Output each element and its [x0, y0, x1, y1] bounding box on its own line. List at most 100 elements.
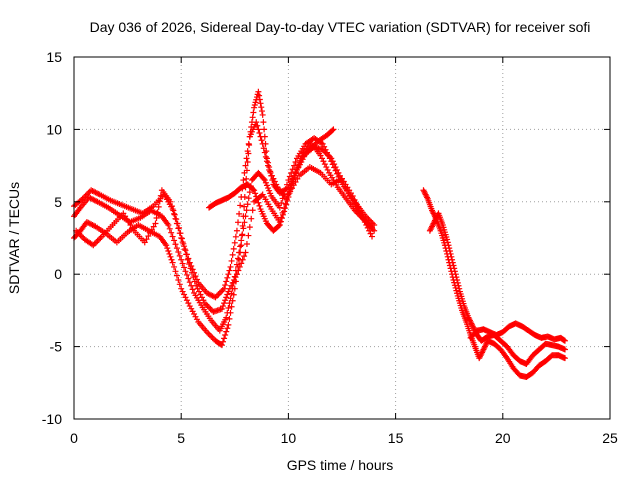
data-point-marker	[175, 276, 182, 283]
data-point-marker	[318, 155, 325, 162]
data-point-marker	[198, 294, 205, 301]
data-point-marker	[183, 271, 190, 278]
data-point-marker	[224, 274, 231, 281]
data-point-marker	[289, 178, 296, 185]
data-point-marker	[223, 294, 230, 301]
data-point-marker	[181, 246, 188, 253]
data-point-marker	[261, 126, 268, 133]
data-point-marker	[178, 285, 185, 292]
data-series	[206, 126, 337, 234]
data-point-marker	[258, 104, 265, 111]
data-point-marker	[255, 199, 262, 206]
data-point-marker	[236, 210, 243, 217]
y-tick-label: -5	[50, 339, 63, 355]
data-point-marker	[331, 164, 338, 171]
data-point-marker	[240, 177, 247, 184]
data-point-marker	[242, 249, 249, 256]
data-point-marker	[176, 252, 183, 259]
data-point-marker	[197, 291, 204, 298]
data-point-marker	[186, 261, 193, 268]
data-point-marker	[181, 291, 188, 298]
data-point-marker	[284, 197, 291, 204]
data-point-marker	[238, 193, 245, 200]
data-point-marker	[252, 190, 259, 197]
data-point-marker	[227, 295, 234, 302]
data-point-marker	[157, 192, 164, 199]
data-point-marker	[252, 99, 259, 106]
data-point-marker	[168, 256, 175, 263]
x-tick-label: 0	[70, 430, 78, 446]
data-point-marker	[243, 207, 250, 214]
data-series	[467, 320, 568, 344]
data-point-marker	[332, 167, 339, 174]
data-point-marker	[236, 249, 243, 256]
y-tick-label: -10	[42, 411, 62, 427]
data-point-marker	[226, 315, 233, 322]
data-point-marker	[448, 253, 455, 260]
data-point-marker	[170, 207, 177, 214]
data-point-marker	[236, 263, 243, 270]
data-point-marker	[333, 170, 340, 177]
data-point-marker	[244, 158, 251, 165]
data-point-marker	[454, 276, 461, 283]
data-point-marker	[561, 355, 568, 362]
data-point-marker	[255, 126, 262, 133]
data-point-marker	[179, 260, 186, 267]
data-point-marker	[239, 231, 246, 238]
data-point-marker	[187, 265, 194, 272]
data-point-marker	[222, 332, 229, 339]
data-point-marker	[241, 203, 248, 210]
data-point-marker	[165, 248, 172, 255]
data-point-marker	[449, 259, 456, 266]
x-tick-label: 20	[495, 430, 511, 446]
data-point-marker	[188, 282, 195, 289]
data-point-marker	[254, 122, 261, 129]
data-point-marker	[267, 190, 274, 197]
data-point-marker	[265, 162, 272, 169]
data-point-marker	[561, 337, 568, 344]
data-point-marker	[173, 272, 180, 279]
x-axis-label: GPS time / hours	[287, 457, 394, 473]
data-point-marker	[258, 108, 265, 115]
data-point-marker	[205, 330, 212, 337]
data-point-marker	[253, 193, 260, 200]
x-tick-label: 5	[177, 430, 185, 446]
data-point-marker	[242, 213, 249, 220]
data-point-marker	[216, 290, 223, 297]
data-point-marker	[444, 236, 451, 243]
data-point-marker	[232, 233, 239, 240]
data-point-marker	[173, 245, 180, 252]
data-point-marker	[276, 204, 283, 211]
data-point-marker	[228, 257, 235, 264]
data-point-marker	[223, 328, 230, 335]
data-point-marker	[182, 294, 189, 301]
data-point-marker	[291, 174, 298, 181]
data-point-marker	[451, 265, 458, 272]
data-point-marker	[245, 232, 252, 239]
data-point-marker	[276, 221, 283, 228]
data-point-marker	[213, 292, 220, 299]
data-point-marker	[178, 235, 185, 242]
data-point-marker	[285, 193, 292, 200]
data-point-marker	[224, 325, 231, 332]
data-point-marker	[153, 214, 160, 221]
data-point-marker	[228, 290, 235, 297]
data-point-marker	[182, 247, 189, 254]
data-point-marker	[260, 145, 267, 152]
data-point-marker	[326, 155, 333, 162]
data-point-marker	[325, 152, 332, 159]
data-point-marker	[221, 300, 228, 307]
data-point-marker	[249, 207, 256, 214]
data-point-marker	[147, 229, 154, 236]
data-point-marker	[322, 146, 329, 153]
data-point-marker	[246, 189, 253, 196]
y-tick-label: 5	[54, 194, 62, 210]
data-point-marker	[189, 286, 196, 293]
data-point-marker	[251, 102, 258, 109]
data-point-marker	[166, 225, 173, 232]
data-point-marker	[561, 346, 568, 353]
y-tick-label: 0	[54, 266, 62, 282]
data-point-marker	[266, 187, 273, 194]
data-point-marker	[283, 181, 290, 188]
grid-layer	[74, 57, 610, 419]
